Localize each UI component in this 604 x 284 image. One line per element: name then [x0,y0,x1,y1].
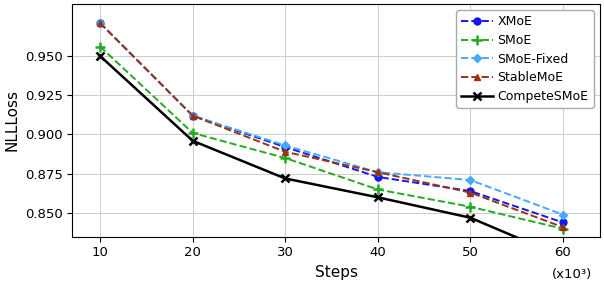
SMoE-Fixed [374,170,381,174]
XMoE [97,21,104,25]
Line: XMoE: XMoE [97,20,567,226]
SMoE-Fixed [189,114,196,117]
CompeteSMoE [281,177,289,180]
CompeteSMoE [559,255,567,259]
Text: (x10³): (x10³) [551,268,592,281]
Line: SMoE: SMoE [95,42,568,233]
SMoE [281,156,289,160]
XMoE [559,221,567,224]
Line: StableMoE: StableMoE [97,20,567,231]
X-axis label: Steps: Steps [315,265,358,280]
StableMoE [374,170,381,174]
SMoE [97,45,104,48]
CompeteSMoE [374,196,381,199]
SMoE-Fixed [281,144,289,147]
XMoE [374,175,381,179]
Line: CompeteSMoE: CompeteSMoE [96,52,567,261]
XMoE [467,189,474,193]
SMoE [189,131,196,135]
SMoE-Fixed [559,213,567,216]
CompeteSMoE [189,139,196,143]
CompeteSMoE [97,54,104,58]
SMoE-Fixed [97,21,104,25]
StableMoE [189,114,196,117]
SMoE-Fixed [467,178,474,182]
Legend: XMoE, SMoE, SMoE-Fixed, StableMoE, CompeteSMoE: XMoE, SMoE, SMoE-Fixed, StableMoE, Compe… [457,11,594,108]
StableMoE [281,150,289,153]
XMoE [281,145,289,149]
StableMoE [559,225,567,229]
Y-axis label: NLLLoss: NLLLoss [4,89,19,151]
StableMoE [467,191,474,194]
SMoE [374,188,381,191]
StableMoE [97,21,104,25]
SMoE [559,227,567,230]
CompeteSMoE [467,216,474,220]
SMoE [467,205,474,208]
Line: SMoE-Fixed: SMoE-Fixed [97,20,566,218]
XMoE [189,114,196,117]
